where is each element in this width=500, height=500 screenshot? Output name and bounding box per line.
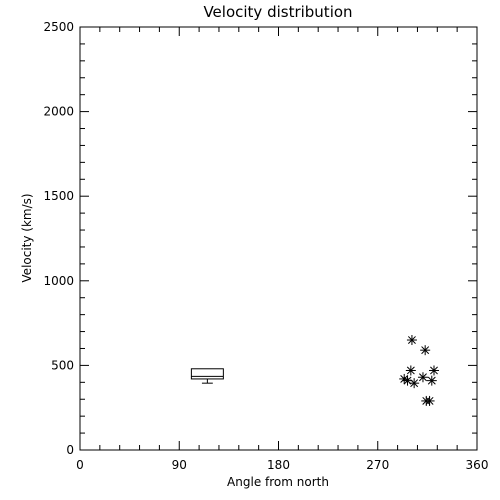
data-point [405,365,416,376]
x-axis-ticks: 0 90 180 270 360 [76,27,488,472]
data-point [428,365,439,376]
y-tick-label: 2000 [43,105,74,119]
y-axis-title: Velocity (km/s) [20,193,34,282]
x-tick-label: 360 [466,458,489,472]
chart-title: Velocity distribution [203,3,352,21]
y-tick-label: 1500 [43,189,74,203]
y-tick-label: 2500 [43,20,74,34]
x-tick-label: 90 [172,458,187,472]
x-tick-label: 270 [366,458,389,472]
data-point [417,372,428,383]
box-iqr [190,368,224,380]
y-tick-label: 0 [66,443,74,457]
x-tick-label: 180 [267,458,290,472]
data-point [424,395,435,406]
data-point [406,335,417,346]
y-tick-label: 1000 [43,274,74,288]
x-axis-title: Angle from north [227,475,329,489]
x-tick-label: 0 [76,458,84,472]
data-points [399,335,439,406]
y-tick-label: 500 [51,358,74,372]
y-axis-ticks: 0 500 1000 1500 2000 2500 [43,20,477,457]
data-point [420,345,431,356]
box-plot [190,368,224,384]
data-point [426,375,437,386]
data-point [409,378,420,389]
